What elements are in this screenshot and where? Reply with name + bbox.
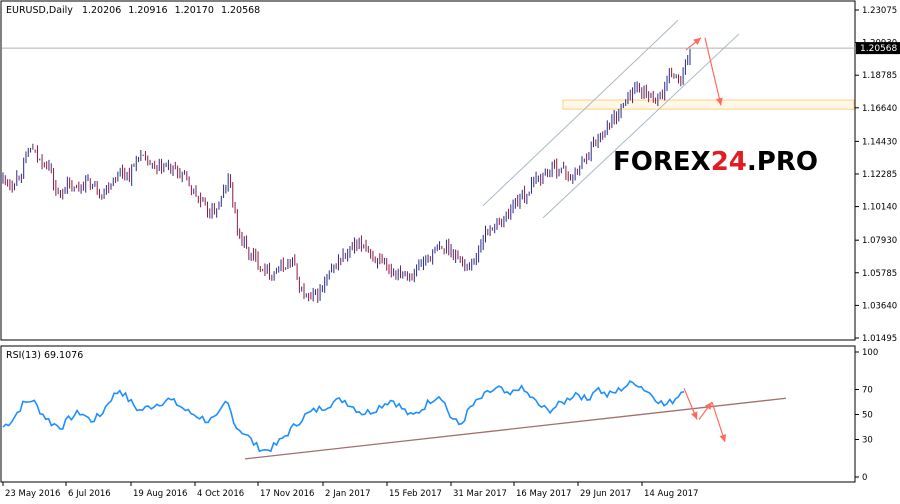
- price-tick-label: 1.01495: [862, 334, 897, 344]
- rsi-down-arrow-1-head: [691, 411, 698, 420]
- price-tick-label: 1.03640: [862, 301, 897, 311]
- rsi-trendline: [244, 397, 787, 460]
- time-tick-label: 4 Oct 2016: [197, 489, 244, 499]
- time-tick-label: 16 May 2017: [516, 489, 571, 499]
- price-axis: 1.230751.209301.187851.166401.144301.122…: [855, 6, 897, 344]
- low-value: 1.20170: [175, 5, 214, 16]
- time-tick-label: 6 Jul 2016: [68, 489, 111, 499]
- rsi-down-arrow-2-head: [719, 434, 727, 442]
- time-tick-label: 15 Feb 2017: [389, 489, 442, 499]
- resistance-zone: [562, 99, 855, 110]
- time-tick-label: 23 May 2016: [5, 489, 60, 499]
- rsi-tick-label: 30: [862, 436, 873, 446]
- price-down-arrow-shaft: [704, 37, 722, 106]
- high-value: 1.20916: [128, 5, 167, 16]
- rsi-tick-label: 100: [862, 348, 878, 358]
- time-axis: 23 May 2016 6 Jul 2016 19 Aug 2016 4 Oct 20…: [2, 482, 698, 499]
- price-tick-label: 1.23075: [862, 6, 897, 16]
- time-tick-label: 29 Jun 2017: [580, 489, 631, 499]
- time-tick-label: 19 Aug 2016: [133, 489, 187, 499]
- current-price-label: 1.20568: [860, 44, 897, 54]
- time-tick-label: 17 Nov 2016: [260, 489, 314, 499]
- price-tick-label: 1.18785: [862, 71, 897, 81]
- channel-lower-line: [542, 33, 740, 219]
- time-tick-label: 31 Mar 2017: [453, 489, 507, 499]
- channel-upper-line: [482, 19, 679, 207]
- rsi-tick-label: 0: [862, 473, 867, 483]
- price-down-arrow-head: [715, 97, 723, 106]
- close-value: 1.20568: [221, 5, 260, 16]
- resistance-zone-layer: [562, 99, 855, 110]
- rsi-line: [2, 380, 685, 453]
- price-bars: [2, 48, 691, 304]
- price-tick-label: 1.12285: [862, 170, 897, 180]
- watermark-forex: FOREX: [613, 147, 711, 177]
- time-tick-label: 2 Jan 2017: [325, 489, 371, 499]
- open-value: 1.20206: [82, 5, 121, 16]
- watermark-24: 24: [711, 147, 747, 177]
- current-price-tag: [856, 42, 900, 55]
- price-tick-label: 1.10140: [862, 203, 897, 213]
- rsi-layer: [2, 380, 787, 460]
- symbol-label: EURUSD,Daily: [6, 5, 73, 16]
- price-up-arrow-head: [693, 37, 701, 45]
- price-tick-label: 1.14430: [862, 137, 897, 147]
- price-header: EURUSD,Daily 1.20206 1.20916 1.20170 1.2…: [6, 5, 260, 16]
- price-tick-label: 1.07930: [862, 236, 897, 246]
- price-channel-layer: [482, 19, 740, 219]
- watermark-logo: FOREX24.PRO: [613, 147, 818, 177]
- rsi-up-arrow-head: [704, 402, 712, 410]
- rsi-tick-label: 70: [862, 386, 873, 396]
- time-tick-label: 14 Aug 2017: [644, 489, 698, 499]
- rsi-axis: 100 70 50 30 0: [855, 348, 878, 483]
- watermark-pro: .PRO: [747, 147, 818, 177]
- main-price-panel: [0, 0, 856, 341]
- rsi-header: RSI(13) 69.1076: [6, 350, 83, 361]
- rsi-tick-label: 50: [862, 411, 873, 421]
- rsi-panel: [0, 345, 856, 483]
- price-tick-label: 1.16640: [862, 104, 897, 114]
- price-tick-label: 1.05785: [862, 269, 897, 279]
